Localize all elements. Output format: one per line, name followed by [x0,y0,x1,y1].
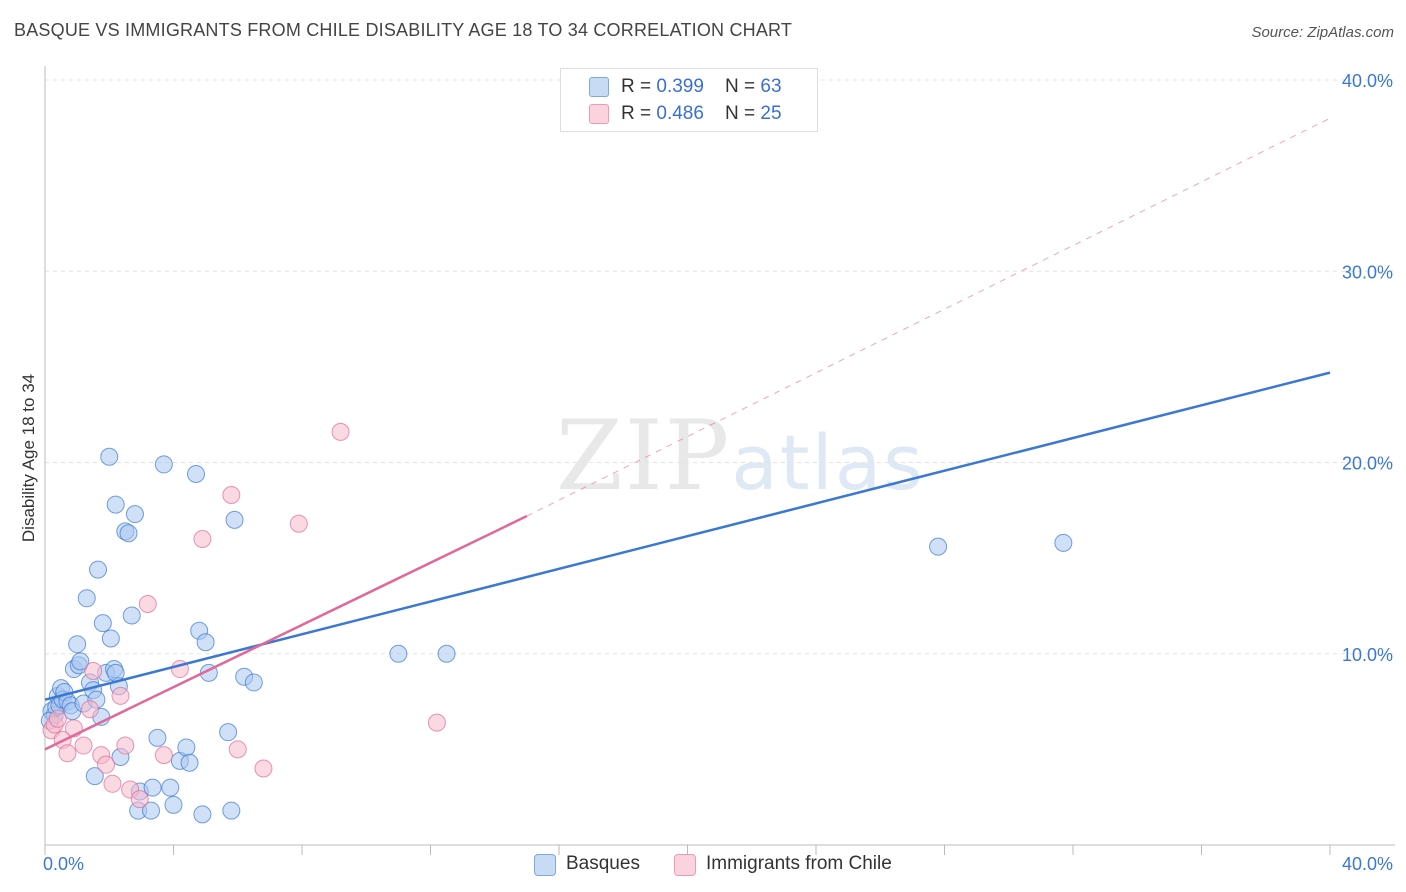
correlation-legend: R = 0.399 N = 63 R = 0.486 N = 25 [560,68,818,132]
legend-swatch-basques [589,77,609,97]
data-point [100,447,119,466]
data-point [93,614,112,633]
data-point [1054,533,1073,552]
data-point [929,537,948,556]
data-point [161,778,180,797]
data-point [389,644,408,663]
data-point [164,795,183,814]
data-point [193,805,212,824]
data-point [97,755,116,774]
data-point [58,744,77,763]
data-point [138,595,157,614]
legend-swatch-basques-bottom [534,854,556,876]
data-point [80,700,99,719]
y-axis-label: Disability Age 18 to 34 [19,374,38,542]
y-tick-label: 40.0% [1342,71,1393,91]
data-point [77,589,96,608]
data-point [219,723,238,742]
data-point [101,629,120,648]
data-point [228,740,247,759]
data-point [244,673,263,692]
data-point [48,709,67,728]
legend-swatch-chile-bottom [674,854,696,876]
trend-line [526,117,1331,517]
legend-row-basques: R = 0.399 N = 63 [561,74,817,100]
data-point [106,495,125,514]
data-point [116,736,135,755]
data-point [154,746,173,765]
data-point [154,455,173,474]
data-point [119,524,138,543]
data-point [103,774,122,793]
data-point [74,736,93,755]
data-point [180,753,199,772]
data-point [437,644,456,663]
data-point [68,635,87,654]
legend-swatch-chile [589,104,609,124]
legend-row-chile: R = 0.486 N = 25 [561,101,817,127]
data-point [186,464,205,483]
legend-stats-chile: R = 0.486 N = 25 [621,103,782,124]
x-tick-label: 40.0% [1342,854,1393,874]
data-point [142,801,161,820]
data-point [427,713,446,732]
y-tick-label: 30.0% [1342,262,1393,282]
data-point [84,661,103,680]
data-point [254,759,273,778]
data-point [331,422,350,441]
legend-stats-basques: R = 0.399 N = 63 [621,76,782,97]
x-tick-label: 0.0% [43,854,84,874]
legend-label-basques: Basques [566,853,640,874]
data-point [111,686,130,705]
data-point [177,738,196,757]
data-point [225,510,244,529]
data-point [148,728,167,747]
data-point [143,778,162,797]
data-point [85,767,104,786]
data-point [289,514,308,533]
series-basques [40,99,1073,824]
data-point [130,790,149,809]
y-tick-label: 20.0% [1342,454,1393,474]
trend-line [44,514,528,751]
data-point [71,652,90,671]
data-point [222,801,241,820]
data-point [222,486,241,505]
series-chile [42,422,446,809]
y-tick-label: 10.0% [1342,645,1393,665]
data-point [125,505,144,524]
trend-line [44,371,1331,701]
series-legend: Basques Immigrants from Chile [0,852,1406,878]
data-point [196,633,215,652]
source-label: Source: ZipAtlas.com [1251,24,1394,41]
legend-label-chile: Immigrants from Chile [706,853,892,874]
chart-title: BASQUE VS IMMIGRANTS FROM CHILE DISABILI… [14,20,793,40]
data-point [122,606,141,625]
data-point [193,530,212,548]
data-point [89,560,108,579]
